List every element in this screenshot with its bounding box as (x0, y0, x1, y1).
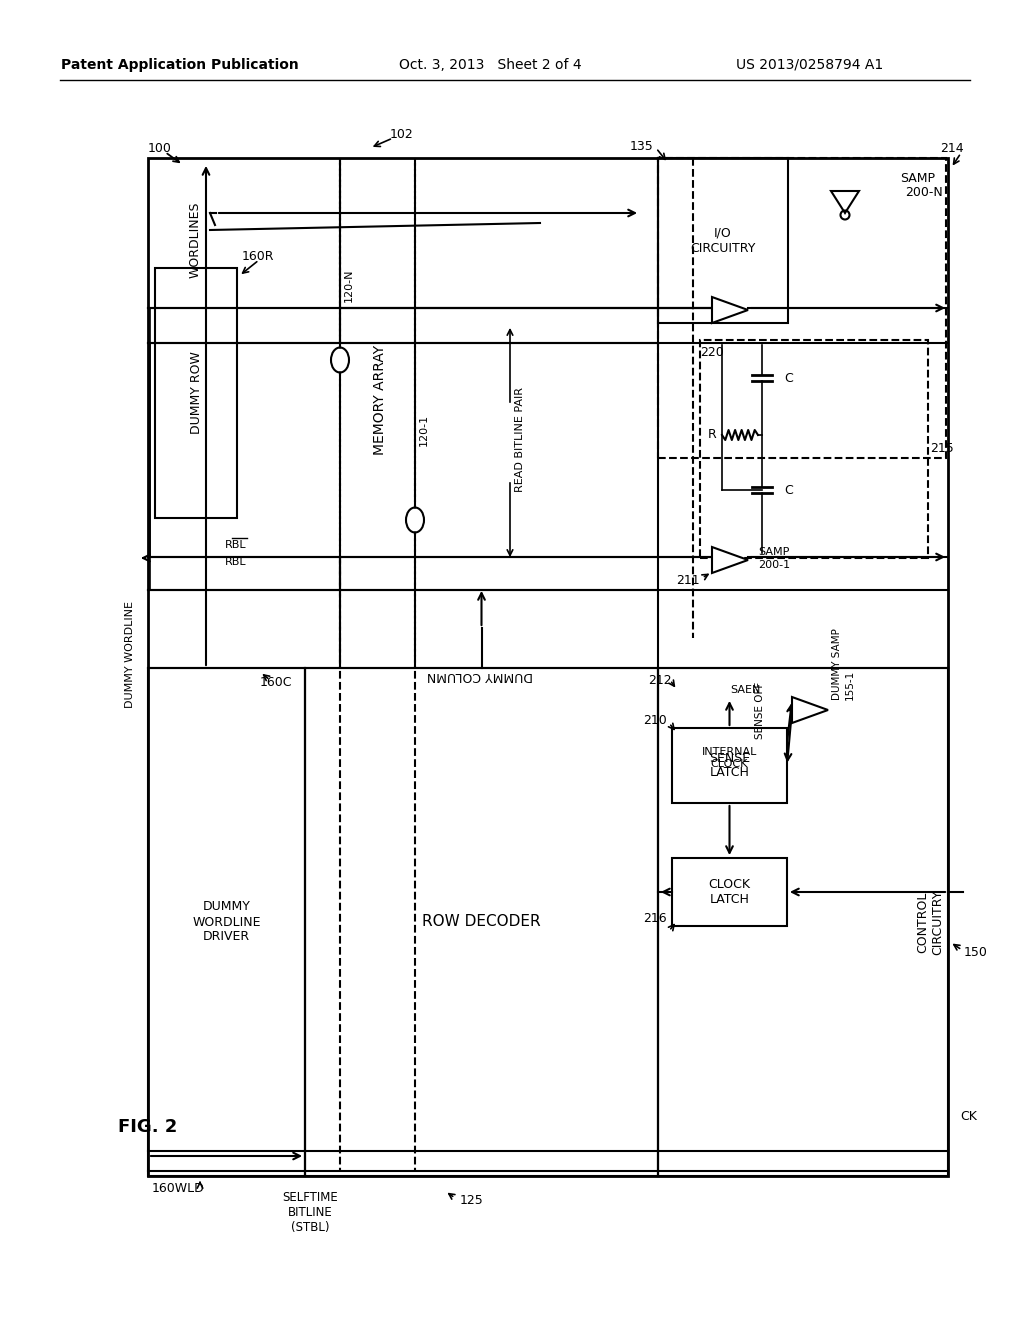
Bar (658, 158, 946, 458)
Text: CK: CK (961, 1110, 977, 1122)
Text: CLOCK
LATCH: CLOCK LATCH (709, 878, 751, 906)
Text: 150: 150 (964, 945, 988, 958)
Text: CONTROL
CIRCUITRY: CONTROL CIRCUITRY (916, 890, 944, 954)
Text: 215: 215 (930, 442, 954, 455)
Text: 125: 125 (460, 1195, 483, 1208)
Polygon shape (712, 546, 748, 573)
Bar (148, 668, 305, 1176)
Text: DUMMY
WORDLINE
DRIVER: DUMMY WORDLINE DRIVER (193, 900, 261, 944)
Text: US 2013/0258794 A1: US 2013/0258794 A1 (736, 58, 884, 73)
Text: 210: 210 (643, 714, 667, 726)
Text: 200-N: 200-N (905, 186, 943, 199)
Text: 160WLD: 160WLD (152, 1181, 205, 1195)
Text: DUMMY COLUMN: DUMMY COLUMN (427, 668, 534, 681)
Text: 214: 214 (940, 141, 964, 154)
Bar (658, 158, 788, 323)
Text: ROW DECODER: ROW DECODER (422, 915, 541, 929)
Text: C: C (784, 371, 793, 384)
Text: 160C: 160C (260, 676, 293, 689)
Text: 211: 211 (677, 573, 700, 586)
Polygon shape (712, 297, 748, 323)
Text: Patent Application Publication: Patent Application Publication (61, 58, 299, 73)
Text: SAEN: SAEN (730, 685, 761, 696)
Text: MEMORY ARRAY: MEMORY ARRAY (373, 345, 387, 455)
Text: READ BITLINE PAIR: READ BITLINE PAIR (515, 388, 525, 492)
Text: 212: 212 (648, 673, 672, 686)
Text: WORDLINES: WORDLINES (188, 202, 202, 279)
Text: C: C (784, 483, 793, 496)
Text: FIG. 2: FIG. 2 (118, 1118, 177, 1137)
Text: 200-1: 200-1 (758, 560, 791, 570)
Text: DUMMY ROW: DUMMY ROW (189, 351, 203, 434)
Text: RBL: RBL (225, 540, 247, 550)
Bar (672, 729, 787, 803)
Text: SAMP: SAMP (900, 172, 936, 185)
Text: DUMMY WORDLINE: DUMMY WORDLINE (125, 602, 135, 709)
Text: 220: 220 (700, 346, 724, 359)
Text: 135: 135 (630, 140, 653, 153)
Text: SELFTIME
BITLINE
(STBL): SELFTIME BITLINE (STBL) (283, 1191, 338, 1234)
Ellipse shape (332, 348, 348, 371)
Text: 160R: 160R (242, 249, 274, 263)
Bar (305, 668, 658, 1176)
Polygon shape (792, 697, 828, 723)
Bar (672, 858, 787, 927)
Text: 102: 102 (390, 128, 414, 141)
Text: Oct. 3, 2013   Sheet 2 of 4: Oct. 3, 2013 Sheet 2 of 4 (398, 58, 582, 73)
Bar (155, 268, 237, 517)
Text: 216: 216 (643, 912, 667, 924)
Text: 155-1: 155-1 (845, 669, 855, 700)
Text: INTERNAL
CLOCK: INTERNAL CLOCK (701, 747, 757, 768)
Text: RBL: RBL (225, 557, 247, 568)
Text: SENSE
LATCH: SENSE LATCH (709, 751, 750, 780)
Text: I/O
CIRCUITRY: I/O CIRCUITRY (690, 227, 756, 255)
Text: 120-1: 120-1 (419, 414, 429, 446)
Text: 100: 100 (148, 141, 172, 154)
Bar (658, 668, 948, 1176)
Bar (148, 158, 948, 1176)
Ellipse shape (407, 508, 423, 532)
Text: DUMMY SAMP: DUMMY SAMP (831, 628, 842, 700)
Text: 120-N: 120-N (344, 268, 354, 302)
Bar (700, 341, 928, 558)
Text: R: R (708, 429, 717, 441)
Text: SAMP: SAMP (758, 546, 790, 557)
Text: SENSE OFF: SENSE OFF (755, 681, 765, 739)
